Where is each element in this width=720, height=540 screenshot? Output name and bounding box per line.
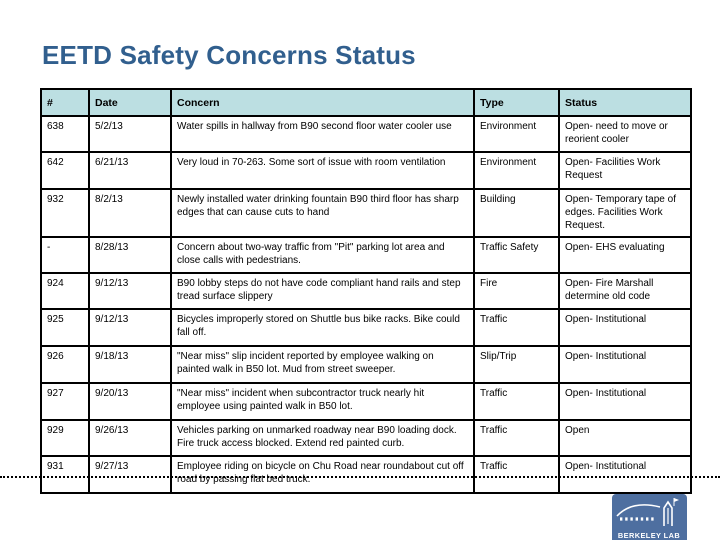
table-row: 638 5/2/13 Water spills in hallway from …: [40, 115, 692, 153]
safety-concerns-table: # Date Concern Type Status 638 5/2/13 Wa…: [40, 88, 692, 494]
cell-concern: Very loud in 70-263. Some sort of issue …: [170, 151, 475, 190]
cell-number: 929: [40, 419, 90, 457]
cell-number: 924: [40, 272, 90, 310]
cell-date: 9/12/13: [88, 272, 172, 310]
cell-number: 926: [40, 345, 90, 384]
berkeley-lab-logo-icon: BERKELEY LAB: [612, 494, 687, 540]
cell-date: 9/26/13: [88, 419, 172, 457]
cell-number: 931: [40, 455, 90, 494]
cell-number: 927: [40, 382, 90, 421]
cell-concern: B90 lobby steps do not have code complia…: [170, 272, 475, 310]
cell-type: Environment: [473, 151, 560, 190]
cell-date: 5/2/13: [88, 115, 172, 153]
cell-status: Open- Institutional: [558, 345, 692, 384]
cell-type: Slip/Trip: [473, 345, 560, 384]
table-row: 932 8/2/13 Newly installed water drinkin…: [40, 188, 692, 238]
column-header-concern: Concern: [170, 88, 475, 117]
cell-type: Traffic: [473, 308, 560, 347]
cell-date: 9/27/13: [88, 455, 172, 494]
table-row: 642 6/21/13 Very loud in 70-263. Some so…: [40, 151, 692, 190]
table-row: 925 9/12/13 Bicycles improperly stored o…: [40, 308, 692, 347]
cell-type: Environment: [473, 115, 560, 153]
cell-date: 9/20/13: [88, 382, 172, 421]
cell-concern: Employee riding on bicycle on Chu Road n…: [170, 455, 475, 494]
cell-number: -: [40, 236, 90, 274]
concerns-table-body: 638 5/2/13 Water spills in hallway from …: [40, 115, 692, 494]
column-header-type: Type: [473, 88, 560, 117]
cell-type: Building: [473, 188, 560, 238]
cell-number: 925: [40, 308, 90, 347]
table-row: 929 9/26/13 Vehicles parking on unmarked…: [40, 419, 692, 457]
table-row: 931 9/27/13 Employee riding on bicycle o…: [40, 455, 692, 494]
cell-type: Fire: [473, 272, 560, 310]
cell-status: Open- Institutional: [558, 455, 692, 494]
cell-concern: Water spills in hallway from B90 second …: [170, 115, 475, 153]
cell-date: 8/28/13: [88, 236, 172, 274]
cell-number: 642: [40, 151, 90, 190]
column-header-number: #: [40, 88, 90, 117]
cell-status: Open- EHS evaluating: [558, 236, 692, 274]
cell-type: Traffic: [473, 455, 560, 494]
cell-concern: "Near miss" incident when subcontractor …: [170, 382, 475, 421]
cell-date: 6/21/13: [88, 151, 172, 190]
cell-type: Traffic Safety: [473, 236, 560, 274]
cell-date: 9/18/13: [88, 345, 172, 384]
cell-status: Open- Facilities Work Request: [558, 151, 692, 190]
table-header-row: # Date Concern Type Status: [40, 88, 692, 117]
cell-date: 9/12/13: [88, 308, 172, 347]
table-row: 924 9/12/13 B90 lobby steps do not have …: [40, 272, 692, 310]
table-row: 927 9/20/13 "Near miss" incident when su…: [40, 382, 692, 421]
cell-type: Traffic: [473, 382, 560, 421]
berkeley-lab-logo-text: BERKELEY LAB: [618, 531, 680, 540]
table-row: 926 9/18/13 "Near miss" slip incident re…: [40, 345, 692, 384]
cell-number: 638: [40, 115, 90, 153]
cell-status: Open- Fire Marshall determine old code: [558, 272, 692, 310]
cell-status: Open- Institutional: [558, 382, 692, 421]
cell-status: Open- Temporary tape of edges. Facilitie…: [558, 188, 692, 238]
cell-status: Open: [558, 419, 692, 457]
column-header-status: Status: [558, 88, 692, 117]
cell-status: Open- need to move or reorient cooler: [558, 115, 692, 153]
section-divider-dashed-line: [0, 476, 720, 478]
cell-date: 8/2/13: [88, 188, 172, 238]
page-title: EETD Safety Concerns Status: [42, 40, 416, 70]
column-header-date: Date: [88, 88, 172, 117]
cell-status: Open- Institutional: [558, 308, 692, 347]
cell-number: 932: [40, 188, 90, 238]
berkeley-lab-logo: BERKELEY LAB: [612, 494, 687, 540]
cell-concern: "Near miss" slip incident reported by em…: [170, 345, 475, 384]
table-row: - 8/28/13 Concern about two-way traffic …: [40, 236, 692, 274]
cell-concern: Vehicles parking on unmarked roadway nea…: [170, 419, 475, 457]
table-header: # Date Concern Type Status: [40, 88, 692, 117]
cell-concern: Concern about two-way traffic from "Pit"…: [170, 236, 475, 274]
cell-concern: Bicycles improperly stored on Shuttle bu…: [170, 308, 475, 347]
cell-type: Traffic: [473, 419, 560, 457]
cell-concern: Newly installed water drinking fountain …: [170, 188, 475, 238]
